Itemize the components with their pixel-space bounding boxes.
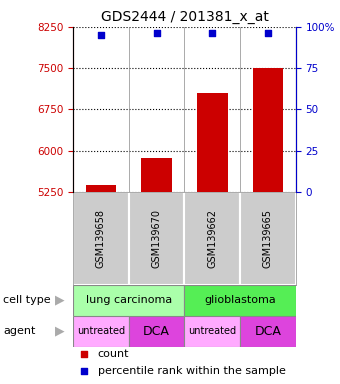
Text: ▶: ▶ xyxy=(55,324,64,338)
Text: GSM139662: GSM139662 xyxy=(207,209,217,268)
Bar xyxy=(73,192,129,285)
Title: GDS2444 / 201381_x_at: GDS2444 / 201381_x_at xyxy=(101,10,268,25)
Text: count: count xyxy=(98,349,129,359)
Text: ▶: ▶ xyxy=(55,294,64,307)
Bar xyxy=(240,192,296,285)
Text: GSM139658: GSM139658 xyxy=(96,209,106,268)
Point xyxy=(82,368,87,374)
Text: untreated: untreated xyxy=(77,326,125,336)
Bar xyxy=(86,185,116,192)
Bar xyxy=(129,316,185,347)
Text: untreated: untreated xyxy=(188,326,236,336)
Point xyxy=(265,30,271,36)
Text: DCA: DCA xyxy=(143,324,170,338)
Bar xyxy=(184,192,240,285)
Text: glioblastoma: glioblastoma xyxy=(204,295,276,305)
Bar xyxy=(197,93,227,192)
Point xyxy=(154,30,159,36)
Text: percentile rank within the sample: percentile rank within the sample xyxy=(98,366,286,376)
Text: GSM139670: GSM139670 xyxy=(152,209,162,268)
Text: DCA: DCA xyxy=(255,324,282,338)
Bar xyxy=(73,285,184,316)
Bar xyxy=(141,158,172,192)
Text: GSM139665: GSM139665 xyxy=(263,209,273,268)
Bar xyxy=(129,192,185,285)
Point xyxy=(82,351,87,357)
Bar xyxy=(253,68,283,192)
Point xyxy=(209,30,215,36)
Bar xyxy=(240,316,296,347)
Bar xyxy=(184,316,240,347)
Text: cell type: cell type xyxy=(3,295,51,305)
Point xyxy=(98,32,104,38)
Bar xyxy=(73,316,129,347)
Text: agent: agent xyxy=(3,326,36,336)
Text: lung carcinoma: lung carcinoma xyxy=(86,295,172,305)
Bar xyxy=(184,285,296,316)
